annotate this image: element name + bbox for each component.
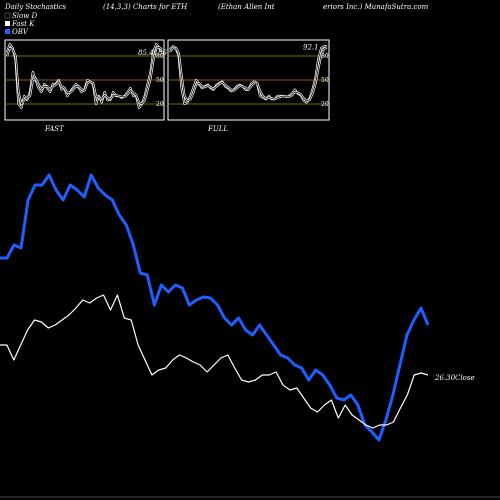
- fast-tick-label: 50: [156, 77, 164, 84]
- full-series-1-line: [169, 46, 328, 102]
- fast-series-1-line: [6, 46, 163, 105]
- fast-panel-label: FAST: [44, 125, 65, 133]
- legend-swatch-fast-k: [5, 21, 10, 26]
- full-stochastic-panel: 80 50 20 92.1: [167, 39, 330, 121]
- main-price-obv-panel: [0, 173, 430, 442]
- legend-label-slow-d: Slow D: [12, 12, 37, 20]
- legend-label-fast-k: Fast K: [11, 20, 35, 28]
- full-tick-label: 50: [321, 77, 329, 84]
- chart-title: Daily Stochastics: [4, 3, 66, 11]
- company-name-part1: (Ethan Allen Int: [218, 3, 275, 11]
- legend: Slow D Fast K OBV: [4, 12, 37, 36]
- full-tick-label: 80: [321, 53, 329, 60]
- full-current-value: 92.1: [303, 43, 319, 51]
- close-value-label: 26.30Close: [434, 374, 475, 382]
- legend-swatch-slow-d: [4, 12, 11, 19]
- fast-current-value: 85.4186: [138, 49, 167, 57]
- legend-label-obv: OBV: [12, 28, 29, 36]
- legend-swatch-obv: [5, 29, 10, 34]
- full-panel-label: FULL: [207, 125, 228, 133]
- fast-stochastic-panel: 80 50 20 85.4186: [4, 39, 167, 121]
- chart-params: (14,3,3) Charts for ETH: [103, 3, 188, 11]
- obv-line: [0, 173, 430, 442]
- full-tick-label: 20: [321, 101, 329, 108]
- fast-tick-label: 20: [156, 101, 164, 108]
- fast-tick-label: 80: [156, 53, 164, 60]
- close-line: [0, 294, 429, 429]
- company-name-part2: eriors Inc.) MunafaSutra.com: [323, 3, 429, 11]
